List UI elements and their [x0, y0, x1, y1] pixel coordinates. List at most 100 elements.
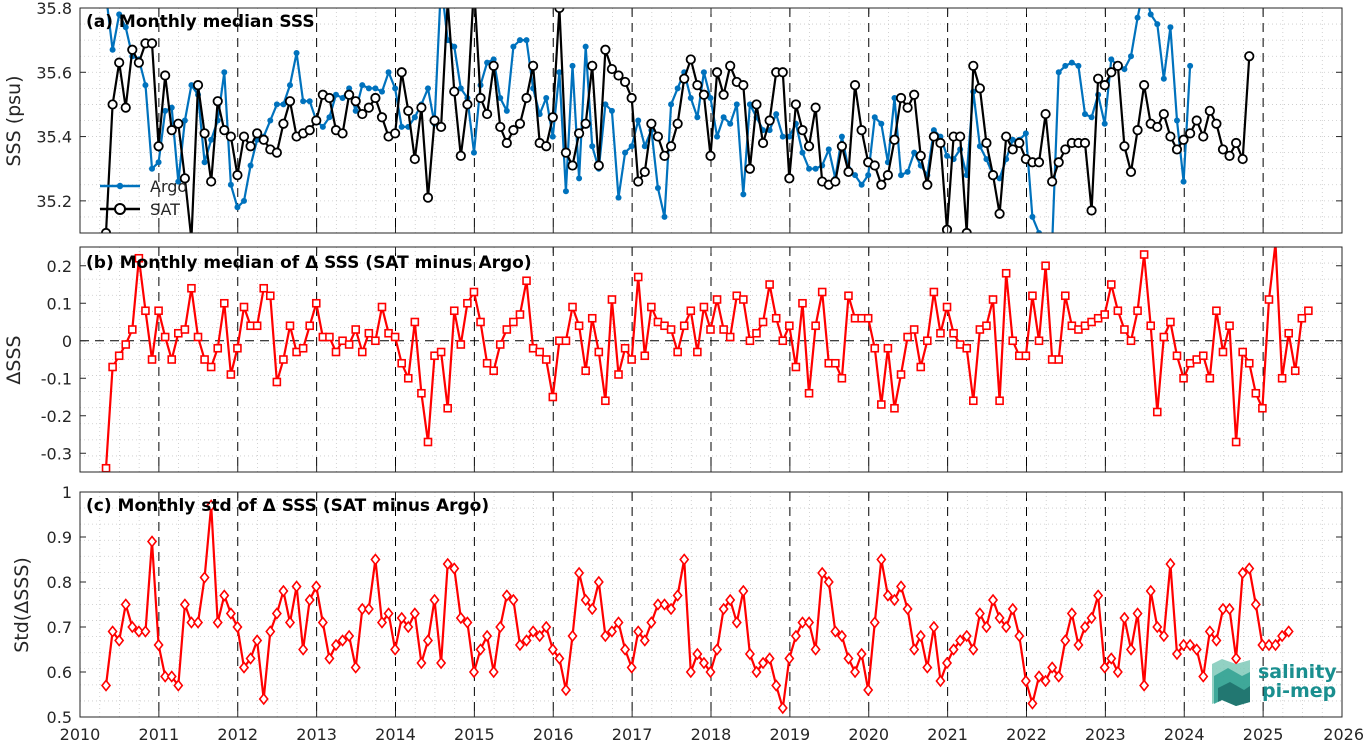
- data-point: [606, 63, 618, 75]
- data-point: [238, 131, 250, 142]
- data-point: [799, 149, 806, 156]
- data-point: [633, 625, 644, 638]
- data-point: [969, 396, 978, 406]
- data-point: [812, 165, 819, 172]
- data-point: [803, 141, 815, 152]
- data-point: [856, 125, 867, 136]
- data-point: [587, 60, 598, 71]
- data-point: [942, 302, 952, 312]
- data-point: [1152, 407, 1162, 417]
- data-point: [659, 150, 670, 161]
- data-point: [522, 276, 531, 286]
- data-point: [898, 172, 905, 179]
- data-point: [1079, 137, 1091, 149]
- data-point: [325, 332, 334, 342]
- data-point: [304, 593, 315, 607]
- data-point: [1036, 230, 1043, 233]
- data-point: [752, 328, 761, 338]
- data-point: [1165, 557, 1176, 571]
- data-point: [278, 584, 289, 598]
- data-point: [1173, 117, 1180, 124]
- data-point: [339, 95, 346, 101]
- data-point: [758, 656, 769, 670]
- data-point: [521, 92, 532, 104]
- panel-c-y-label: Std(ΔSSS): [11, 557, 33, 653]
- data-point: [790, 99, 802, 110]
- data-point: [371, 336, 380, 346]
- data-point: [1055, 69, 1062, 76]
- data-point: [1060, 634, 1071, 647]
- data-point: [928, 620, 939, 634]
- data-point: [344, 89, 355, 100]
- panel-c-std-delta: 0.5 0.6 0.7 0.8 0.9 1 Std(ΔSSS) (c) Monthly s…: [11, 483, 1343, 727]
- data-point: [994, 611, 1005, 625]
- data-point: [225, 607, 236, 620]
- data-point: [916, 362, 926, 372]
- data-point: [1054, 355, 1064, 364]
- data-point: [192, 616, 204, 629]
- data-point: [1120, 325, 1129, 334]
- data-point: [771, 313, 781, 323]
- data-point: [213, 343, 223, 353]
- data-point: [739, 295, 748, 304]
- data-point: [1277, 373, 1287, 383]
- data-point: [1251, 388, 1261, 398]
- data-point: [324, 92, 335, 104]
- legend-argo-label: Argo: [150, 177, 187, 196]
- data-point: [911, 149, 918, 156]
- data-point: [1264, 295, 1274, 304]
- data-point: [1297, 313, 1307, 323]
- data-point: [241, 197, 248, 204]
- data-point: [1134, 14, 1141, 21]
- data-point: [700, 69, 707, 76]
- data-point: [778, 336, 788, 346]
- data-point: [955, 131, 966, 142]
- data-point: [891, 95, 898, 101]
- data-point: [935, 137, 946, 149]
- data-point: [1238, 347, 1247, 357]
- data-point: [300, 98, 307, 105]
- data-point: [1088, 114, 1095, 121]
- data-point: [614, 370, 623, 379]
- data-point: [705, 665, 716, 679]
- data-point: [443, 403, 452, 413]
- data-point: [155, 159, 162, 166]
- data-point: [811, 321, 820, 331]
- data-point: [904, 168, 911, 175]
- data-point: [981, 620, 992, 634]
- data-point: [286, 82, 293, 89]
- data-point: [968, 60, 979, 71]
- data-point: [259, 283, 269, 293]
- data-point: [337, 634, 348, 647]
- data-point: [319, 123, 326, 130]
- data-point: [1204, 625, 1215, 638]
- data-point: [790, 629, 801, 643]
- data-point: [1258, 403, 1267, 413]
- data-point: [1040, 108, 1051, 120]
- data-point: [1125, 166, 1137, 178]
- data-point: [777, 67, 788, 78]
- x-tick-label: 2012: [217, 725, 258, 744]
- data-point: [679, 321, 689, 331]
- data-point: [495, 121, 506, 133]
- data-point: [476, 317, 485, 327]
- data-point: [1113, 306, 1123, 316]
- data-point: [199, 128, 210, 139]
- data-point: [666, 325, 676, 334]
- data-point: [1139, 679, 1150, 692]
- data-point: [359, 82, 366, 89]
- y-tick-label: 35.8: [36, 0, 72, 18]
- data-point: [502, 325, 512, 334]
- data-point: [806, 165, 813, 172]
- data-point: [298, 343, 308, 353]
- data-point: [351, 325, 360, 334]
- data-point: [1139, 80, 1150, 91]
- data-point: [523, 37, 530, 44]
- panel-a-title: (a) Monthly median SSS: [86, 12, 315, 32]
- data-point: [416, 102, 427, 113]
- data-point: [600, 629, 611, 643]
- data-point: [817, 287, 827, 297]
- data-point: [192, 80, 204, 91]
- panel-b-series: [101, 247, 1313, 472]
- data-point: [727, 120, 734, 127]
